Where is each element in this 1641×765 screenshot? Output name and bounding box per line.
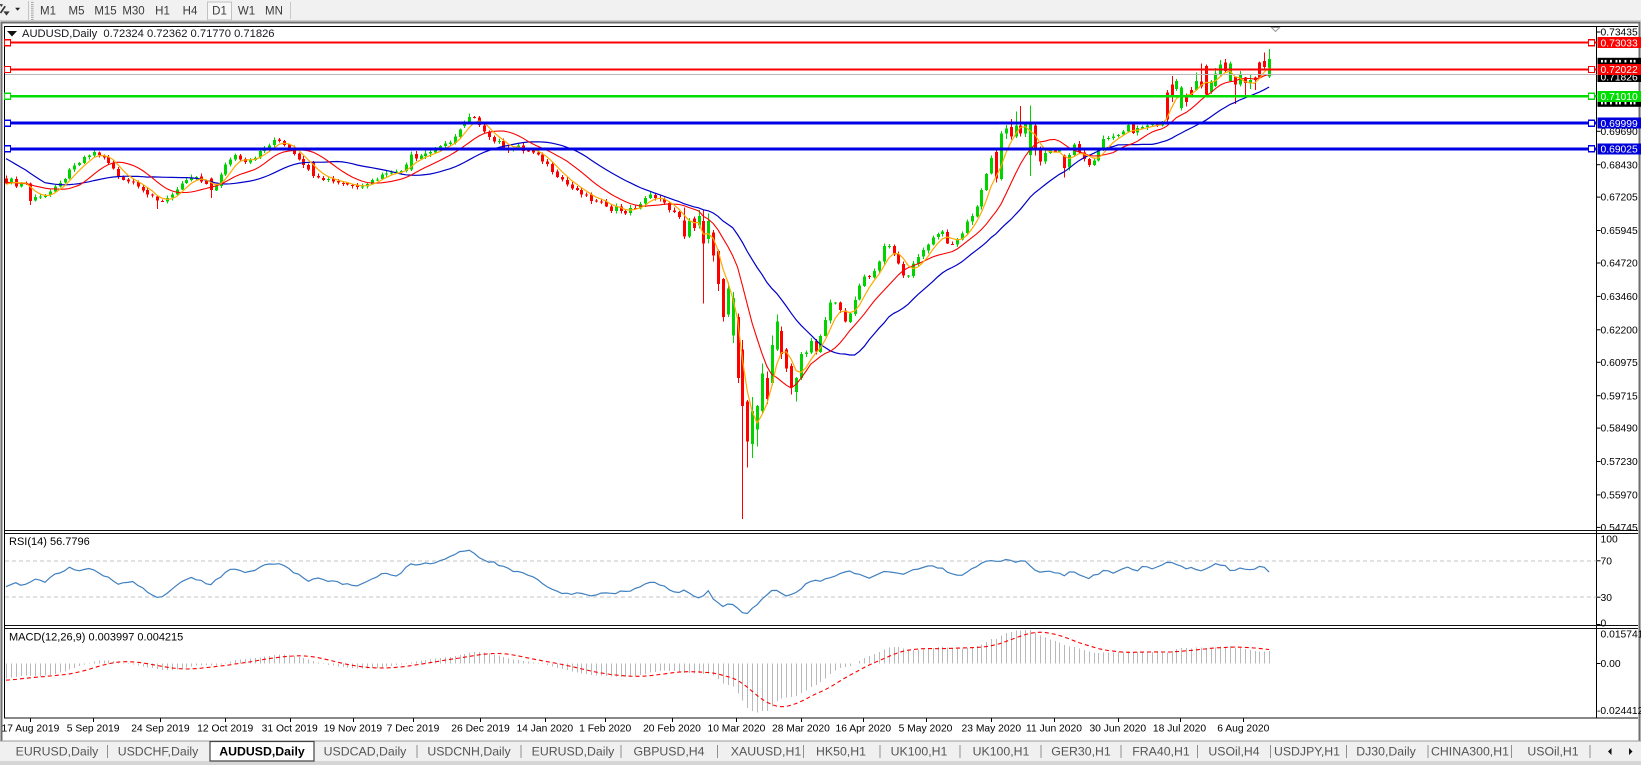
svg-text:MACD(12,26,9) 0.003997 0.00421: MACD(12,26,9) 0.003997 0.004215 [9, 632, 183, 644]
svg-text:23 May 2020: 23 May 2020 [962, 724, 1022, 735]
svg-text:30: 30 [1601, 593, 1613, 604]
svg-text:28 Mar 2020: 28 Mar 2020 [772, 724, 830, 735]
svg-text:7 Dec 2019: 7 Dec 2019 [387, 724, 440, 735]
svg-text:16 Apr 2020: 16 Apr 2020 [836, 724, 892, 735]
svg-text:0.55970: 0.55970 [1601, 491, 1638, 502]
svg-text:24 Sep 2019: 24 Sep 2019 [131, 724, 190, 735]
svg-text:HK50,H1: HK50,H1 [816, 745, 866, 759]
svg-text:USDCHF,Daily: USDCHF,Daily [118, 745, 199, 759]
svg-text:18 Jul 2020: 18 Jul 2020 [1153, 724, 1207, 735]
svg-text:0.00: 0.00 [1601, 659, 1621, 670]
svg-text:20 Feb 2020: 20 Feb 2020 [643, 724, 701, 735]
svg-text:0.71826: 0.71826 [1601, 72, 1638, 83]
svg-text:100: 100 [1601, 535, 1618, 546]
svg-text:10 Mar 2020: 10 Mar 2020 [707, 724, 765, 735]
svg-text:5 Sep 2019: 5 Sep 2019 [67, 724, 120, 735]
svg-text:H4: H4 [183, 6, 198, 18]
svg-text:M15: M15 [94, 6, 116, 18]
svg-text:0.54745: 0.54745 [1601, 523, 1638, 534]
svg-text:H1: H1 [155, 6, 170, 18]
svg-text:MN: MN [265, 6, 283, 18]
svg-text:FRA40,H1: FRA40,H1 [1132, 745, 1190, 759]
svg-text:CHINA300,H1: CHINA300,H1 [1431, 745, 1509, 759]
svg-text:USOil,H4: USOil,H4 [1208, 745, 1259, 759]
svg-text:31 Oct 2019: 31 Oct 2019 [262, 724, 318, 735]
svg-text:UK100,H1: UK100,H1 [973, 745, 1030, 759]
svg-text:6 Aug 2020: 6 Aug 2020 [1217, 724, 1269, 735]
svg-text:RSI(14) 56.7796: RSI(14) 56.7796 [9, 536, 90, 548]
svg-text:1 Feb 2020: 1 Feb 2020 [579, 724, 631, 735]
svg-text:19 Nov 2019: 19 Nov 2019 [324, 724, 383, 735]
svg-text:0.69025: 0.69025 [1601, 145, 1638, 156]
svg-text:M5: M5 [69, 6, 85, 18]
svg-text:W1: W1 [238, 6, 255, 18]
svg-text:12 Oct 2019: 12 Oct 2019 [197, 724, 253, 735]
svg-text:UK100,H1: UK100,H1 [891, 745, 948, 759]
svg-text:0.73435: 0.73435 [1601, 28, 1638, 39]
svg-text:14 Jan 2020: 14 Jan 2020 [516, 724, 573, 735]
svg-text:70: 70 [1601, 556, 1613, 567]
svg-text:0: 0 [1601, 619, 1607, 630]
svg-text:USDCAD,Daily: USDCAD,Daily [324, 745, 408, 759]
svg-text:17 Aug 2019: 17 Aug 2019 [1, 724, 59, 735]
svg-text:0.69999: 0.69999 [1601, 119, 1638, 130]
svg-text:0.68430: 0.68430 [1601, 160, 1638, 171]
svg-text:AUDUSD,Daily 0.72324 0.72362: AUDUSD,Daily 0.72324 0.72362 0.71770 0.7… [22, 28, 275, 40]
svg-text:EURUSD,Daily: EURUSD,Daily [532, 745, 616, 759]
svg-text:0.71010: 0.71010 [1601, 92, 1638, 103]
svg-text:0.62200: 0.62200 [1601, 325, 1638, 336]
svg-text:AUDUSD,Daily: AUDUSD,Daily [219, 745, 305, 759]
svg-text:USOil,H1: USOil,H1 [1527, 745, 1578, 759]
svg-text:GBPUSD,H4: GBPUSD,H4 [633, 745, 704, 759]
svg-text:USDJPY,H1: USDJPY,H1 [1274, 745, 1340, 759]
svg-text:EURUSD,Daily: EURUSD,Daily [16, 745, 100, 759]
svg-text:0.015741: 0.015741 [1601, 629, 1641, 640]
svg-text:DJ30,Daily: DJ30,Daily [1356, 745, 1416, 759]
svg-text:M1: M1 [40, 6, 56, 18]
svg-text:0.60975: 0.60975 [1601, 358, 1638, 369]
svg-text:5 May 2020: 5 May 2020 [899, 724, 953, 735]
svg-text:26 Dec 2019: 26 Dec 2019 [451, 724, 510, 735]
svg-text:30 Jun 2020: 30 Jun 2020 [1089, 724, 1146, 735]
svg-text:M30: M30 [122, 6, 144, 18]
svg-text:XAUUSD,H1: XAUUSD,H1 [731, 745, 802, 759]
svg-text:0.59715: 0.59715 [1601, 391, 1638, 402]
svg-text:-0.024412: -0.024412 [1597, 706, 1641, 717]
svg-text:0.58490: 0.58490 [1601, 424, 1638, 435]
svg-text:0.67205: 0.67205 [1601, 193, 1638, 204]
svg-text:0.72022: 0.72022 [1601, 65, 1638, 76]
svg-text:0.69690: 0.69690 [1601, 127, 1638, 138]
svg-text:0.65945: 0.65945 [1601, 226, 1638, 237]
svg-text:0.64720: 0.64720 [1601, 259, 1638, 270]
svg-text:D1: D1 [212, 6, 227, 18]
svg-text:11 Jun 2020: 11 Jun 2020 [1026, 724, 1082, 735]
svg-text:0.73033: 0.73033 [1601, 38, 1638, 49]
svg-text:USDCNH,Daily: USDCNH,Daily [427, 745, 511, 759]
svg-text:0.57230: 0.57230 [1601, 457, 1638, 468]
svg-text:0.63460: 0.63460 [1601, 292, 1638, 303]
svg-text:GER30,H1: GER30,H1 [1051, 745, 1111, 759]
